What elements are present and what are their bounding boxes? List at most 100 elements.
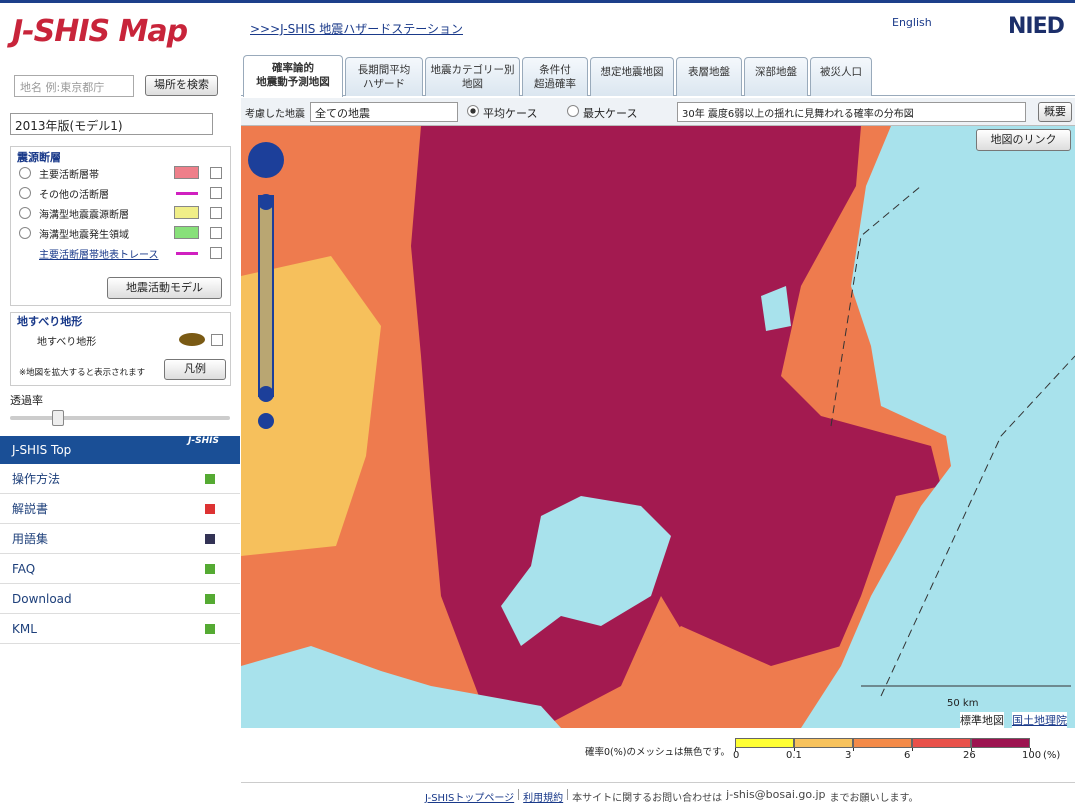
nav-icon — [205, 504, 215, 514]
logo[interactable]: J-SHIS Map — [12, 14, 188, 49]
legend-button[interactable]: 凡例 — [164, 359, 226, 380]
checkbox[interactable] — [210, 187, 222, 199]
tab[interactable]: 深部地盤 — [744, 57, 808, 96]
legend-tick-label: 0 — [733, 750, 740, 761]
legend-swatch — [912, 738, 971, 748]
tab[interactable]: 地震カテゴリー別 地図 — [425, 57, 520, 96]
version-select[interactable]: 2013年版(モデル1) — [10, 113, 213, 135]
nav-label: KML — [12, 622, 37, 636]
radio[interactable] — [19, 167, 31, 179]
attribution-link[interactable]: 国土地理院 — [1012, 712, 1067, 728]
landslide-panel: 地すべり地形 地すべり地形 ※地図を拡大すると表示されます 凡例 — [10, 312, 231, 386]
search-input[interactable]: 地名 例:東京都庁 — [14, 75, 134, 97]
tab-line: 深部地盤 — [755, 66, 797, 78]
nav-item[interactable]: 用語集 — [0, 524, 240, 554]
search-button[interactable]: 場所を検索 — [145, 75, 218, 96]
landslide-note: ※地図を拡大すると表示されます — [19, 368, 146, 378]
radio[interactable] — [19, 187, 31, 199]
tab[interactable]: 想定地震地図 — [590, 57, 674, 96]
legend-swatch — [971, 738, 1030, 748]
legend-tick-label: 0.1 — [786, 750, 802, 761]
radio[interactable] — [467, 105, 479, 117]
quake-select[interactable]: 全ての地震 — [310, 102, 458, 122]
scale-label: 50 km — [947, 698, 979, 709]
fault-item[interactable]: 主要活断層帯地表トレース — [39, 250, 159, 261]
radio-label: 平均ケース — [483, 107, 538, 120]
checkbox[interactable] — [210, 227, 222, 239]
legend-tick — [971, 748, 972, 751]
legend-tick — [912, 748, 913, 751]
nav-item[interactable]: 解説書 — [0, 494, 240, 524]
tab[interactable]: 長期間平均 ハザード — [345, 57, 423, 96]
tab[interactable]: 表層地盤 — [676, 57, 742, 96]
nav-item[interactable]: Download — [0, 584, 240, 614]
nav-item[interactable]: FAQ — [0, 554, 240, 584]
nav-label: 用語集 — [12, 532, 49, 546]
tab-line: 長期間平均 — [357, 64, 411, 76]
nav-item[interactable]: KML — [0, 614, 240, 644]
radio[interactable] — [567, 105, 579, 117]
legend-tick-label: 100 — [1022, 750, 1042, 761]
tab-line: 条件付 — [539, 64, 571, 76]
checkbox[interactable] — [211, 334, 223, 346]
attribution: 標準地図 — [960, 712, 1004, 728]
map-link-button[interactable]: 地図のリンク — [976, 129, 1071, 151]
model-button[interactable]: 地震活動モデル — [107, 277, 222, 299]
opacity-track[interactable] — [10, 416, 230, 420]
nav-item[interactable]: 操作方法 — [0, 464, 240, 494]
nav-list: 操作方法 解説書用語集 FAQ Download KML — [0, 464, 240, 644]
map-select[interactable]: 30年 震度6弱以上の揺れに見舞われる確率の分布図 — [677, 102, 1026, 122]
swatch — [174, 226, 199, 239]
footer-text: j-shis@bosai.go.jp — [726, 788, 826, 801]
top-bar — [0, 0, 1075, 3]
english-link[interactable]: English — [892, 16, 932, 29]
legend-tick-label: 26 — [963, 750, 976, 761]
tab-line: 地図 — [462, 78, 483, 90]
tab[interactable]: 被災人口 — [810, 57, 872, 96]
fault-item: 海溝型地震震源断層 — [39, 210, 129, 221]
faults-panel: 震源断層 主要活断層帯 その他の活断層 海溝型地震震源断層 海溝型地震発生領域 主要活断層… — [10, 146, 231, 306]
swatch — [174, 206, 199, 219]
panel-title: 震源断層 — [17, 151, 61, 164]
tab[interactable]: 確率論的 地震動予測地図 — [243, 55, 343, 97]
legend-unit: (%) — [1043, 750, 1061, 761]
footer-text: 本サイトに関するお問い合わせは — [572, 793, 723, 804]
line-swatch — [176, 252, 198, 255]
footer-text[interactable]: 利用規約 — [523, 793, 564, 804]
footer-rule — [241, 782, 1075, 783]
separator — [567, 789, 569, 800]
separator — [518, 789, 520, 800]
checkbox[interactable] — [210, 167, 222, 179]
station-link[interactable]: >>>J-SHIS 地震ハザードステーション — [250, 22, 463, 36]
nav-icon — [205, 564, 215, 574]
tab[interactable]: 条件付 超過確率 — [522, 57, 588, 96]
footer-text: までお願いします。 — [829, 793, 919, 804]
nav-label: Download — [12, 592, 72, 606]
legend-tick — [1030, 748, 1031, 751]
radio[interactable] — [19, 227, 31, 239]
radio[interactable] — [19, 207, 31, 219]
checkbox[interactable] — [210, 247, 222, 259]
nav-icon — [205, 624, 215, 634]
map[interactable]: 地図のリンク 50 km 標準地図 国土地理院 — [241, 126, 1075, 728]
footer-text[interactable]: J-SHISトップページ — [425, 793, 515, 804]
nav-title: J-SHIS Top — [12, 443, 72, 457]
footer: J-SHISトップページ 利用規約 本サイトに関するお問い合わせは j-shis@bo… — [425, 788, 925, 804]
nav-label: FAQ — [12, 562, 36, 576]
swatch — [179, 333, 205, 346]
checkbox[interactable] — [210, 207, 222, 219]
legend-tick — [735, 748, 736, 751]
summary-button[interactable]: 概要 — [1038, 102, 1072, 122]
nav-icon — [205, 534, 215, 544]
line-swatch — [176, 192, 198, 195]
nav-header[interactable]: J-SHIS Top J-SHIS — [0, 436, 240, 464]
nied-logo: NIED — [1008, 14, 1065, 39]
landslide-item: 地すべり地形 — [37, 337, 97, 348]
tab-line: 想定地震地図 — [600, 66, 664, 78]
legend-swatch — [794, 738, 853, 748]
legend-tick — [853, 748, 854, 751]
legend-swatch — [853, 738, 912, 748]
opacity-thumb[interactable] — [52, 410, 64, 426]
tab-line: ハザード — [363, 78, 405, 90]
